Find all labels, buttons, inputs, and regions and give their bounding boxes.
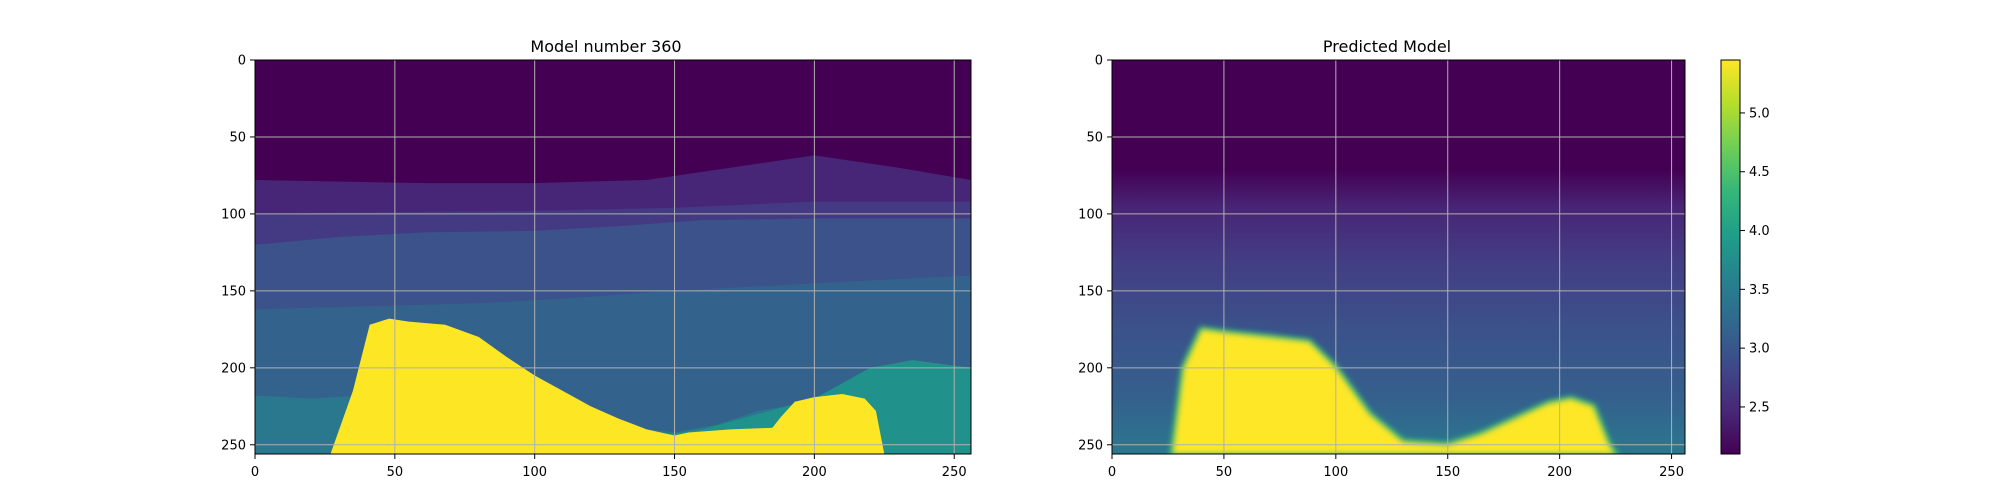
colorbar: 2.5 3.0 3.5 4.0 4.5 5.0 bbox=[1720, 59, 1770, 455]
colorbar-tick-label: 5.0 bbox=[1749, 106, 1770, 121]
left-x-tick-label: 100 bbox=[522, 465, 547, 480]
colorbar-tick-label: 4.5 bbox=[1749, 165, 1770, 180]
left-panel: Model number 360 0 50 100 150 200 250 0 50 100 15… bbox=[221, 37, 972, 480]
left-axes-frame bbox=[254, 59, 972, 455]
left-x-tick-label: 250 bbox=[942, 465, 967, 480]
left-plot-area bbox=[255, 60, 971, 454]
colorbar-tick-label: 3.5 bbox=[1749, 283, 1770, 298]
right-x-tick-label: 200 bbox=[1547, 465, 1572, 480]
right-y-tick-label: 150 bbox=[1078, 284, 1103, 299]
left-x-tick-label: 50 bbox=[387, 465, 404, 480]
left-salt-body bbox=[330, 318, 885, 454]
left-y-tick-label: 150 bbox=[221, 284, 246, 299]
right-plot-area bbox=[1112, 60, 1685, 454]
right-panel: Predicted Model 0 50 100 150 200 250 0 50 100 150… bbox=[1078, 37, 1686, 480]
left-y-tick-label: 0 bbox=[238, 54, 246, 69]
left-heatmap bbox=[255, 60, 971, 454]
right-axes-frame bbox=[1111, 59, 1686, 455]
left-y-tick-label: 100 bbox=[221, 207, 246, 222]
left-y-tick-label: 50 bbox=[229, 130, 246, 145]
right-x-tick-label: 0 bbox=[1108, 465, 1116, 480]
right-chart-title: Predicted Model bbox=[1323, 37, 1451, 56]
right-y-tick-label: 200 bbox=[1078, 361, 1103, 376]
right-y-tick-label: 0 bbox=[1095, 54, 1103, 69]
right-x-tick-label: 250 bbox=[1659, 465, 1684, 480]
right-y-tick-label: 50 bbox=[1086, 130, 1103, 145]
left-x-tick-label: 0 bbox=[251, 465, 259, 480]
right-heatmap bbox=[1112, 60, 1685, 454]
colorbar-tick-label: 4.0 bbox=[1749, 224, 1770, 239]
right-axes: 0 50 100 150 200 250 0 50 100 150 200 250 bbox=[1078, 54, 1686, 480]
right-x-tick-label: 100 bbox=[1323, 465, 1348, 480]
colorbar-tick-label: 3.0 bbox=[1749, 342, 1770, 357]
left-x-tick-label: 200 bbox=[802, 465, 827, 480]
right-y-tick-label: 100 bbox=[1078, 207, 1103, 222]
left-x-tick-label: 150 bbox=[662, 465, 687, 480]
right-salt-body bbox=[1172, 329, 1616, 454]
right-y-tick-label: 250 bbox=[1078, 438, 1103, 453]
right-x-tick-label: 150 bbox=[1435, 465, 1460, 480]
colorbar-gradient bbox=[1720, 59, 1741, 455]
colorbar-tick-label: 2.5 bbox=[1749, 400, 1770, 415]
left-y-tick-label: 200 bbox=[221, 361, 246, 376]
left-chart-title: Model number 360 bbox=[530, 37, 681, 56]
left-y-tick-label: 250 bbox=[221, 438, 246, 453]
left-axes: 0 50 100 150 200 250 0 50 100 150 200 250 bbox=[221, 54, 972, 480]
right-x-tick-label: 50 bbox=[1216, 465, 1233, 480]
